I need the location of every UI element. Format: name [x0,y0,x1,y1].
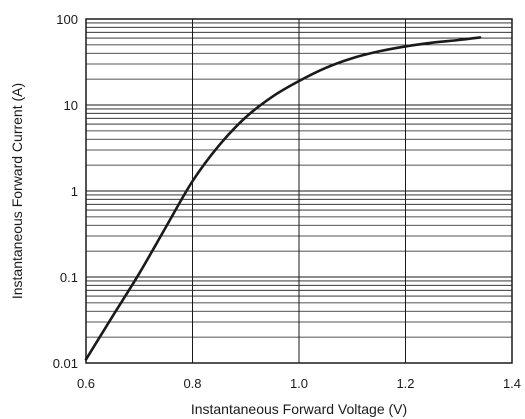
y-tick-label: 0.1 [60,270,78,285]
x-tick-label: 0.8 [183,376,201,391]
y-tick-labels: 0.01 0.1 1 10 100 [53,12,78,371]
y-tick-label: 1 [71,184,78,199]
y-tick-label: 0.01 [53,356,78,371]
x-tick-labels: 0.6 0.8 1.0 1.2 1.4 [77,376,521,391]
y-axis-label: Instantaneous Forward Current (A) [9,83,25,299]
x-tick-label: 0.6 [77,376,95,391]
x-tick-label: 1.0 [290,376,308,391]
x-axis-label: Instantaneous Forward Voltage (V) [191,401,407,417]
series-layer [84,36,482,361]
y-tick-label: 10 [64,98,78,113]
forward-current-curve [84,36,482,361]
x-tick-label: 1.2 [396,376,414,391]
y-tick-label: 100 [56,12,78,27]
plot-frame [85,18,513,364]
x-tick-label: 1.4 [503,376,521,391]
grid [86,19,512,363]
